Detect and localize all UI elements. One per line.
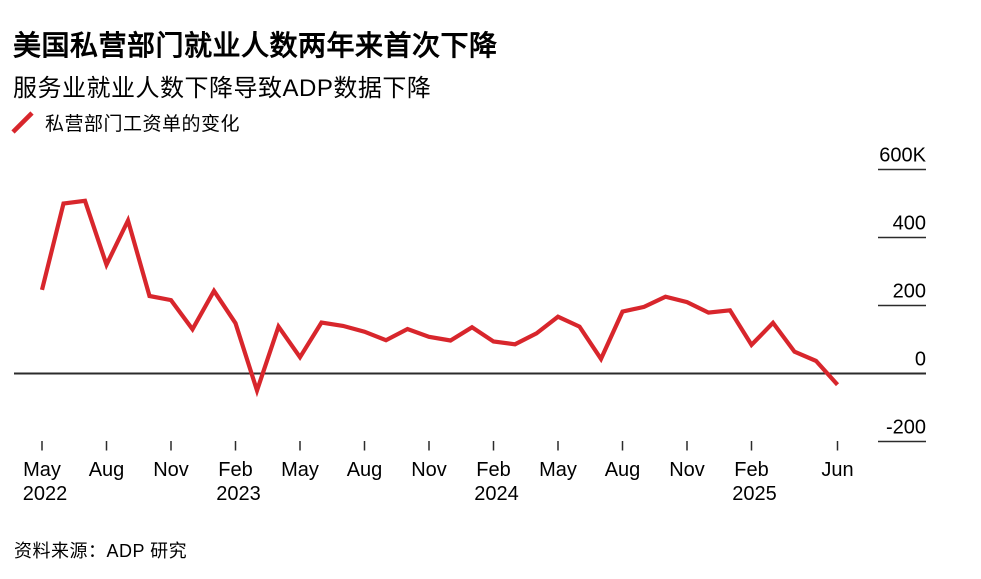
x-axis-year-label: 2023 bbox=[216, 483, 261, 505]
x-axis-year-label: 2024 bbox=[474, 483, 519, 505]
x-axis-month-label: May bbox=[23, 459, 61, 481]
x-axis-month-label: Nov bbox=[411, 459, 447, 481]
legend-line-marker-icon bbox=[11, 110, 34, 134]
payrolls-data-line bbox=[39, 198, 840, 398]
x-axis-month-label: May bbox=[539, 459, 577, 481]
x-axis-month-label: Jun bbox=[821, 459, 853, 481]
x-axis-month-label: Aug bbox=[605, 459, 641, 481]
x-axis-month-label: Aug bbox=[89, 459, 125, 481]
y-axis-label: 600K bbox=[879, 145, 926, 167]
source-label: 资料来源：ADP 研究 bbox=[14, 541, 188, 561]
x-axis-month-label: Aug bbox=[347, 459, 383, 481]
y-axis-label: 200 bbox=[893, 281, 926, 303]
x-axis-month-label: Feb bbox=[476, 459, 510, 481]
legend: 私营部门工资单的变化 bbox=[10, 109, 240, 136]
y-axis-label: 400 bbox=[893, 213, 926, 235]
chart-subtitle: 服务业就业人数下降导致ADP数据下降 bbox=[13, 75, 432, 102]
legend-label: 私营部门工资单的变化 bbox=[45, 114, 241, 135]
x-axis-month-label: Feb bbox=[218, 459, 252, 481]
x-axis-year-label: 2022 bbox=[23, 483, 68, 505]
y-axis-label: -200 bbox=[886, 417, 926, 439]
x-axis-month-label: Nov bbox=[153, 459, 189, 481]
x-axis-year-label: 2025 bbox=[732, 483, 777, 505]
chart-title: 美国私营部门就业人数两年来首次下降 bbox=[13, 30, 498, 61]
x-axis-month-label: Feb bbox=[734, 459, 768, 481]
y-axis-label: 0 bbox=[915, 349, 926, 371]
x-axis-month-label: May bbox=[281, 459, 319, 481]
x-axis-month-label: Nov bbox=[669, 459, 705, 481]
